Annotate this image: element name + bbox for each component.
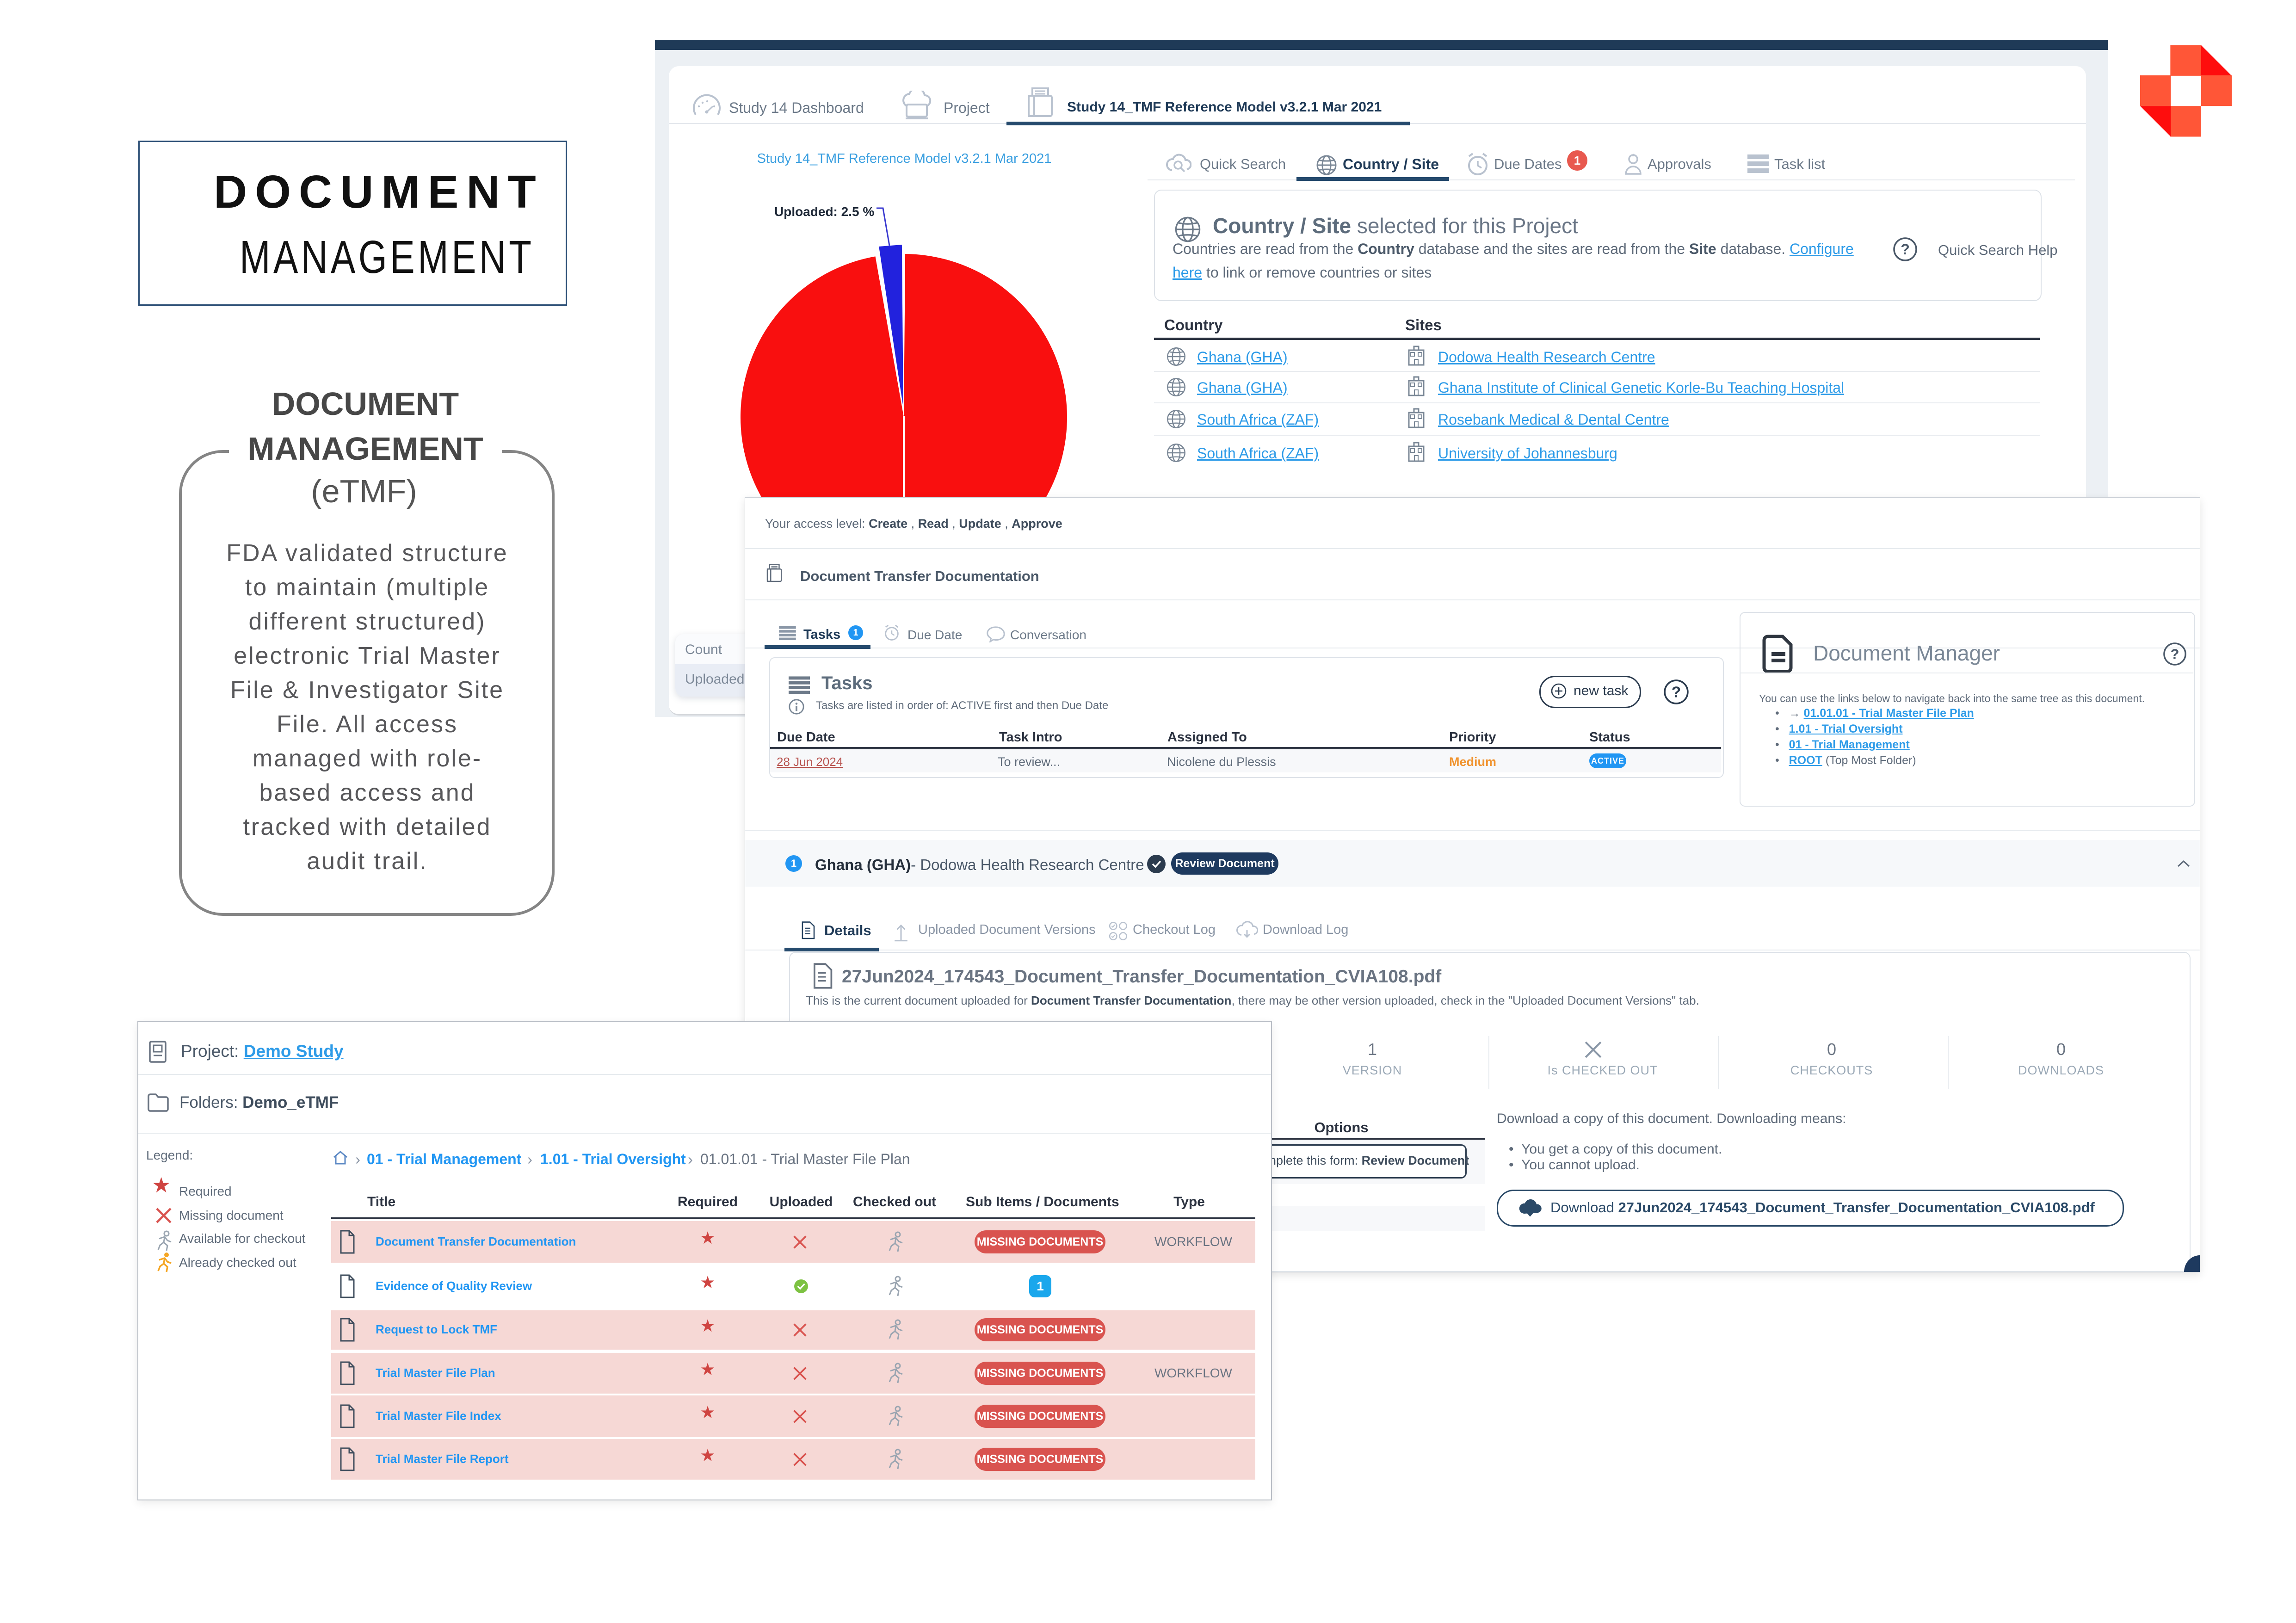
svg-text:?: ? [2171,646,2179,662]
svg-text:?: ? [1672,684,1681,701]
svg-text:?: ? [1901,241,1910,258]
